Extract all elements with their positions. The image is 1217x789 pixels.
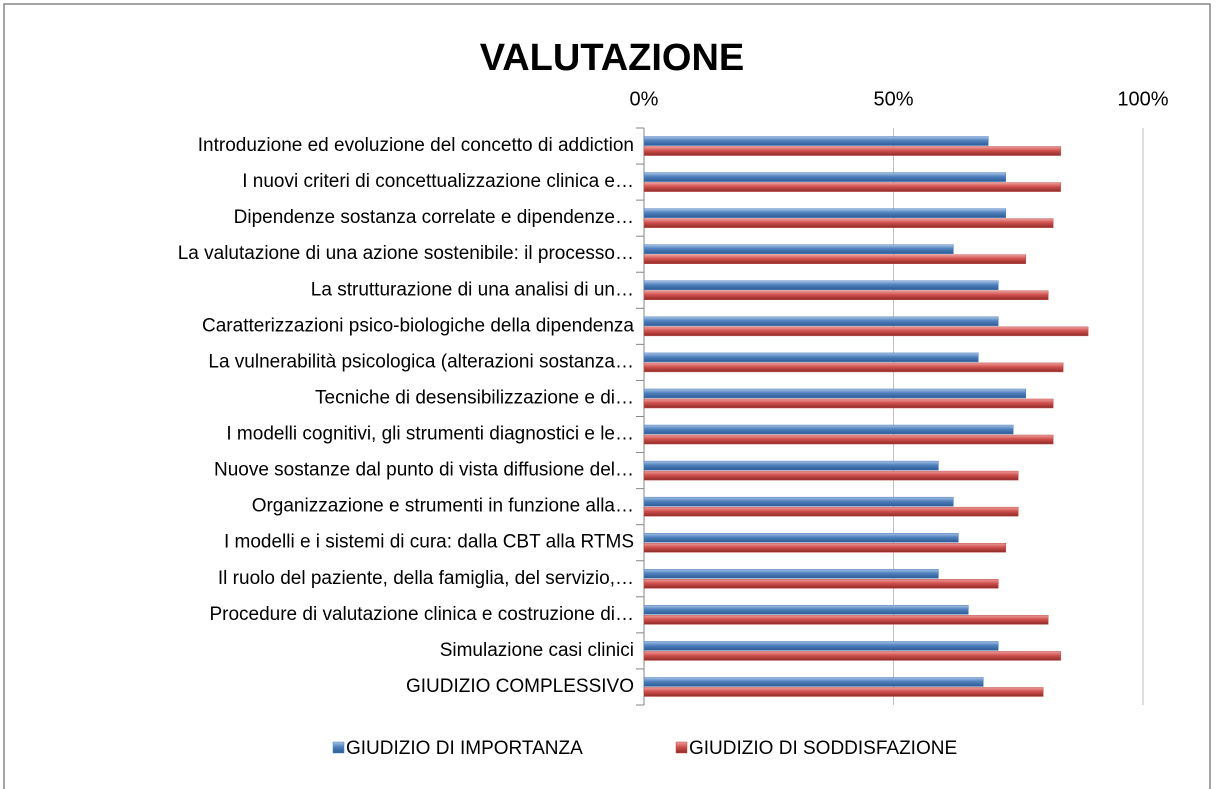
- x-tick-label: 100%: [1117, 88, 1168, 110]
- category-label: Caratterizzazioni psico-biologiche della…: [202, 315, 634, 336]
- bar: [643, 496, 954, 507]
- bar: [643, 532, 959, 543]
- bar: [643, 280, 999, 291]
- legend-swatch: [332, 741, 345, 754]
- bar: [643, 218, 1054, 228]
- bar: [643, 542, 1007, 553]
- category-label: La valutazione di una azione sostenibile…: [178, 243, 634, 264]
- bar: [643, 136, 989, 146]
- category-label: Procedure di valutazione clinica e costr…: [209, 604, 634, 625]
- bar: [643, 460, 939, 471]
- category-label: I modelli cognitivi, gli strumenti diagn…: [226, 424, 634, 445]
- category-label: Simulazione casi clinici: [440, 640, 634, 661]
- bar: [643, 254, 1026, 264]
- bar: [643, 506, 1019, 517]
- bar: [643, 651, 1061, 661]
- category-label: GIUDIZIO COMPLESSIVO: [406, 676, 634, 697]
- bar: [643, 641, 999, 651]
- bar: [643, 316, 999, 327]
- bar: [643, 677, 984, 687]
- legend-label: GIUDIZIO DI IMPORTANZA: [346, 738, 583, 759]
- bar: [643, 244, 954, 254]
- category-label: Organizzazione e strumenti in funzione a…: [252, 496, 634, 517]
- bar: [643, 470, 1019, 481]
- x-tick-label: 50%: [873, 88, 913, 110]
- bar: [643, 398, 1054, 409]
- bar: [643, 605, 969, 615]
- category-label: La vulnerabilità psicologica (alterazion…: [208, 351, 634, 372]
- legend-swatch: [675, 741, 688, 754]
- bar: [643, 362, 1064, 373]
- bar: [643, 687, 1044, 697]
- x-tick-label: 0%: [630, 88, 659, 110]
- bar: [643, 172, 1007, 182]
- category-label: I nuovi criteri di concettualizzazione c…: [242, 171, 634, 192]
- category-label: I modelli e i sistemi di cura: dalla CBT…: [224, 532, 634, 553]
- chart-title: VALUTAZIONE: [480, 37, 745, 79]
- bar: [643, 579, 999, 589]
- bar: [643, 290, 1049, 301]
- bar: [643, 146, 1061, 156]
- category-label: Dipendenze sostanza correlate e dipenden…: [234, 207, 634, 228]
- category-label: La strutturazione di una analisi di un…: [311, 279, 634, 300]
- bar: [643, 326, 1089, 337]
- bar: [643, 434, 1054, 445]
- bar: [643, 569, 939, 579]
- bar: [643, 424, 1014, 435]
- category-label: Nuove sostanze dal punto di vista diffus…: [214, 460, 634, 481]
- category-label: Tecniche di desensibilizzazione e di…: [315, 387, 634, 408]
- legend-label: GIUDIZIO DI SODDISFAZIONE: [689, 738, 957, 759]
- bar: [643, 615, 1049, 625]
- bar: [643, 182, 1061, 192]
- bar: [643, 352, 979, 363]
- category-label: Introduzione ed evoluzione del concetto …: [198, 135, 634, 156]
- bar: [643, 388, 1026, 399]
- category-label: Il ruolo del paziente, della famiglia, d…: [218, 568, 634, 589]
- bar: [643, 208, 1007, 218]
